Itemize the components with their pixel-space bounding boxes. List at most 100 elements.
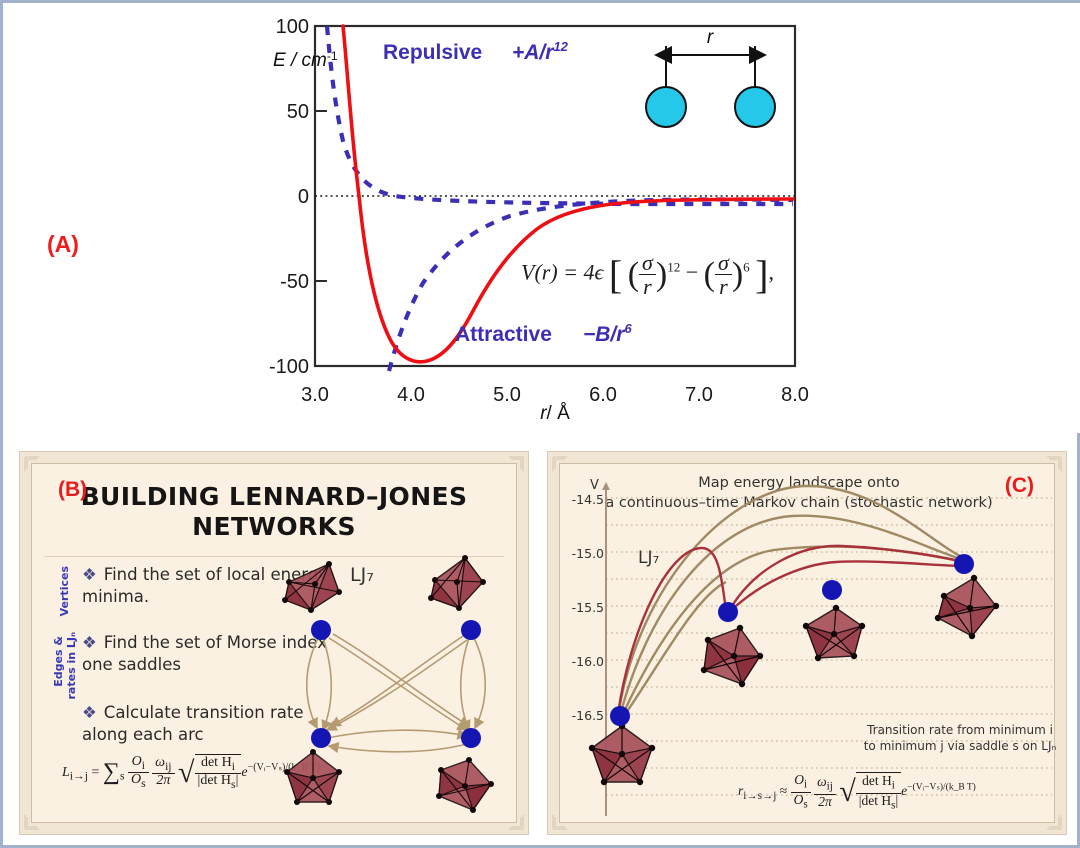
v-axis-arrow-icon [602,482,610,490]
corner-ornament-icon [509,456,524,471]
eq-c-approx: ≈ [779,783,788,799]
eq-c-lhs: r [738,783,744,799]
y-ticks [315,110,327,367]
y-tick-label: -50 [280,271,309,293]
x-axis-title: r/ Å [540,403,570,421]
bullet-item: ❖ Find the set of Morse index one saddles [82,632,337,677]
graph-node[interactable] [311,620,331,640]
exponent-6: 6 [743,259,750,275]
transition-arcs-red [616,544,965,715]
bullet-text: Calculate transition rate along each arc [82,703,304,745]
panel-c: (C) Map energy landscape onto a continuo… [547,451,1067,835]
bullet-marker-icon: ❖ [82,565,97,584]
x-tick-label: 6.0 [589,384,617,406]
corner-ornament-icon [509,815,524,830]
eq-b-radicand: det Hi |det Hs| [194,754,242,791]
equation-tail: , [768,259,774,285]
repulsive-curve [324,25,793,207]
panel-c-title-line1: Map energy landscape onto [698,475,900,491]
eq-b-sum-sub: s [119,769,125,783]
panel-c-label: (C) [1004,474,1034,497]
cluster-icon [588,722,656,786]
eq-b-rad-num: det Hi [194,755,242,775]
bracket-close: ] [755,252,769,298]
eq-c-rad-den: |det Hs| [858,792,899,812]
panel-b: (B) BUILDING LENNARD–JONES NETWORKS Vert… [19,451,529,835]
corner-ornament-icon [552,815,567,830]
annotation-attractive: Attractive [455,323,552,346]
bullet-item: ❖ Calculate transition rate along each ar… [82,702,337,747]
eq-b-rad-den: |det Hs| [197,773,239,791]
y-tick-label: -100 [269,356,309,378]
eq-c-radicand: det Hi |det Hs| [855,772,902,812]
panel-c-inner: (C) Map energy landscape onto a continuo… [559,463,1056,823]
note-line-2: to minimum j via saddle s on LJₙ [863,739,1057,754]
y-tick-label: -15.0 [571,546,604,561]
lennard-jones-equation: V(r) = 4ϵ [ (σ r)12 − (σ r)6 ], [521,251,774,298]
eq-c-lhs-sub: i→s→j [743,789,777,802]
atom-icon [734,86,776,128]
minimum-node[interactable] [610,706,630,726]
minima-nodes [610,554,974,726]
eq-c-exp-sup: −(Vᵢ−Vₛ)/(k_B T) [907,782,976,793]
paren-close-2: ) [731,255,744,293]
y-tick-label: 100 [276,16,309,38]
y-axis-label-v: V [590,478,599,493]
corner-ornament-icon [24,815,39,830]
inset-distance-label: r [707,27,714,48]
panel-a-label: (A) [47,231,79,257]
panel-b-inner: (B) BUILDING LENNARD–JONES NETWORKS Vert… [31,463,517,823]
graph-label-lj7: LJ₇ [350,564,374,586]
corner-ornament-icon [1047,456,1062,471]
x-tick-label: 5.0 [493,384,521,406]
paren-close: ) [655,255,668,293]
x-tick-label: 8.0 [781,384,809,406]
side-label-vertices: Vertices [58,566,71,617]
lj-potential-curve [341,24,795,364]
eq-c-exp: e [901,783,908,799]
graph-node[interactable] [461,620,481,640]
cluster-icon [934,574,1000,640]
cluster-icon [700,624,764,688]
diatomic-inset: r [645,27,776,128]
note-line-1: Transition rate from minimum i [867,723,1053,737]
panel-b-title: BUILDING LENNARD–JONES NETWORKS [80,482,468,541]
panel-c-title: Map energy landscape onto a continuous–t… [600,474,998,513]
energy-landscape-network [588,482,1052,816]
equation-lhs: V(r) = 4ϵ [521,259,604,285]
side-label-edges-line2: rates in LJₙ [65,632,78,700]
corner-ornament-icon [24,456,39,471]
cluster-icon [436,757,494,813]
graph-node[interactable] [461,728,481,748]
corner-ornament-icon [1047,815,1062,830]
eq-c-sqrt-icon: √ [839,775,856,808]
exponent-12: 12 [667,259,681,275]
lennard-jones-plot: 100 50 0 -50 -100 3.0 4.0 5.0 6.0 7.0 8.… [265,11,825,421]
paren-open: ( [627,255,640,293]
panel-b-label: (B) [58,478,88,501]
minimum-node[interactable] [954,554,974,574]
corner-ornament-icon [552,456,567,471]
y-axis-title: E / cm-1 [273,49,338,71]
x-tick-label: 7.0 [685,384,713,406]
cluster-icon [282,561,342,613]
y-tick-label: 50 [287,101,309,123]
annotation-repulsive: Repulsive [383,41,482,64]
graph-label-lj7: LJ₇ [638,548,660,568]
bullet-marker-icon: ❖ [82,703,97,722]
bullet-text: Find the set of local energy minima. [82,565,328,607]
eq-c-frac-omega: ωij 2π [814,775,836,809]
panel-c-note: Transition rate from minimum i to minimu… [860,722,1060,754]
graph-node[interactable] [311,728,331,748]
eq-b-frac-omega: ωij 2π [152,755,175,789]
bullet-item: ❖ Find the set of local energy minima. [82,564,337,609]
transition-arcs-tan [616,484,965,717]
eq-b-lhs-sub: i→j [69,769,88,783]
cluster-icon [802,604,866,662]
y-tick-label: 0 [298,186,309,208]
minimum-node[interactable] [822,580,842,600]
eq-b-sqrt-icon: √ [178,755,195,789]
minimum-node[interactable] [718,602,738,622]
